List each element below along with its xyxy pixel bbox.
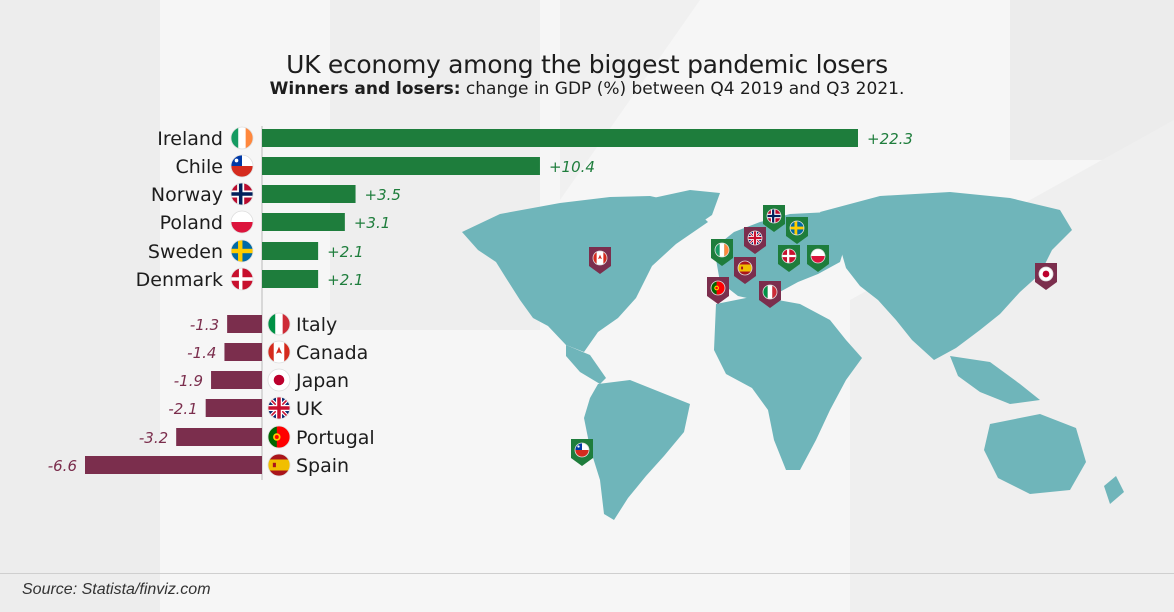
- bar-japan: [211, 371, 262, 389]
- chart-subtitle: Winners and losers: change in GDP (%) be…: [0, 79, 1174, 99]
- value-label-chile: +10.4: [549, 158, 595, 176]
- map-greenland: [653, 190, 720, 230]
- sweden-flag-icon: [230, 239, 254, 263]
- value-label-uk: -2.1: [168, 400, 197, 418]
- category-label-italy: Italy: [296, 314, 337, 336]
- uk-flag-icon: [747, 230, 763, 246]
- chile-flag-icon: [574, 442, 590, 458]
- ireland-flag-icon: [714, 242, 730, 258]
- chart-title: UK economy among the biggest pandemic lo…: [286, 50, 888, 79]
- value-label-italy: -1.3: [190, 316, 219, 334]
- italy-marker: [759, 281, 781, 308]
- japan-marker: [1035, 263, 1057, 290]
- uk-flag-icon: [267, 396, 291, 420]
- spain-marker: [734, 257, 756, 284]
- category-label-spain: Spain: [296, 455, 349, 477]
- norway-flag-icon: [766, 208, 782, 224]
- category-label-poland: Poland: [160, 212, 223, 234]
- category-label-canada: Canada: [296, 342, 368, 364]
- denmark-flag-icon: [230, 267, 254, 291]
- poland-marker: [807, 245, 829, 272]
- footer-divider: [0, 573, 1174, 574]
- map-markers: [571, 205, 1057, 466]
- denmark-marker: [778, 245, 800, 272]
- italy-flag-icon: [267, 312, 291, 336]
- category-label-portugal: Portugal: [296, 427, 375, 449]
- portugal-flag-icon: [267, 425, 291, 449]
- bar-ireland: [262, 129, 858, 147]
- spain-flag-icon: [737, 260, 753, 276]
- category-label-ireland: Ireland: [157, 128, 223, 150]
- sweden-marker: [786, 217, 808, 244]
- value-label-canada: -1.4: [187, 344, 216, 362]
- value-label-poland: +3.1: [354, 214, 390, 232]
- map-australia: [984, 414, 1086, 494]
- category-label-chile: Chile: [175, 156, 223, 178]
- value-label-sweden: +2.1: [327, 243, 363, 261]
- bar-chile: [262, 157, 540, 175]
- value-label-ireland: +22.3: [867, 130, 913, 148]
- portugal-flag-icon: [710, 280, 726, 296]
- map-asia: [820, 192, 1072, 360]
- poland-flag-icon: [230, 210, 254, 234]
- value-label-norway: +3.5: [365, 186, 401, 204]
- ireland-flag-icon: [230, 126, 254, 150]
- category-label-sweden: Sweden: [148, 241, 223, 263]
- subtitle-bold: Winners and losers:: [269, 79, 461, 99]
- canada-flag-icon: [267, 340, 291, 364]
- bar-norway: [262, 185, 356, 203]
- bar-spain: [85, 456, 262, 474]
- bar-series: +22.3 Ireland +10.4 Chile +3.5 Norway +3.1 Pola…: [48, 126, 913, 477]
- bar-denmark: [262, 270, 319, 288]
- map-central-america: [566, 345, 606, 384]
- value-label-portugal: -3.2: [139, 429, 168, 447]
- map-new-zealand: [1104, 476, 1124, 504]
- chile-flag-icon: [230, 154, 254, 178]
- chile-marker: [571, 439, 593, 466]
- map-africa: [714, 296, 862, 470]
- value-label-japan: -1.9: [174, 372, 203, 390]
- bar-canada: [224, 343, 262, 361]
- poland-flag-icon: [810, 248, 826, 264]
- bar-portugal: [176, 428, 262, 446]
- portugal-marker: [707, 277, 729, 304]
- map-south-america: [584, 380, 690, 520]
- italy-flag-icon: [762, 284, 778, 300]
- map-north-america: [462, 196, 708, 352]
- ireland-marker: [711, 239, 733, 266]
- bar-poland: [262, 213, 345, 231]
- japan-flag-icon: [1038, 266, 1054, 282]
- bar-uk: [205, 399, 262, 417]
- norway-marker: [763, 205, 785, 232]
- value-label-spain: -6.6: [48, 457, 77, 475]
- uk-marker: [744, 227, 766, 254]
- category-label-japan: Japan: [295, 370, 349, 392]
- denmark-flag-icon: [781, 248, 797, 264]
- bar-italy: [227, 315, 262, 333]
- japan-flag-icon: [267, 368, 291, 392]
- value-label-denmark: +2.1: [327, 271, 363, 289]
- category-label-norway: Norway: [151, 184, 223, 206]
- spain-flag-icon: [267, 453, 291, 477]
- canada-flag-icon: [592, 250, 608, 266]
- norway-flag-icon: [230, 182, 254, 206]
- map-southeast-asia: [950, 356, 1040, 404]
- source-note: Source: Statista/finviz.com: [22, 581, 211, 598]
- sweden-flag-icon: [789, 220, 805, 236]
- canada-marker: [589, 247, 611, 274]
- subtitle-text: change in GDP (%) between Q4 2019 and Q3…: [465, 79, 905, 99]
- category-label-denmark: Denmark: [136, 269, 223, 291]
- bar-sweden: [262, 242, 319, 260]
- category-label-uk: UK: [296, 398, 323, 420]
